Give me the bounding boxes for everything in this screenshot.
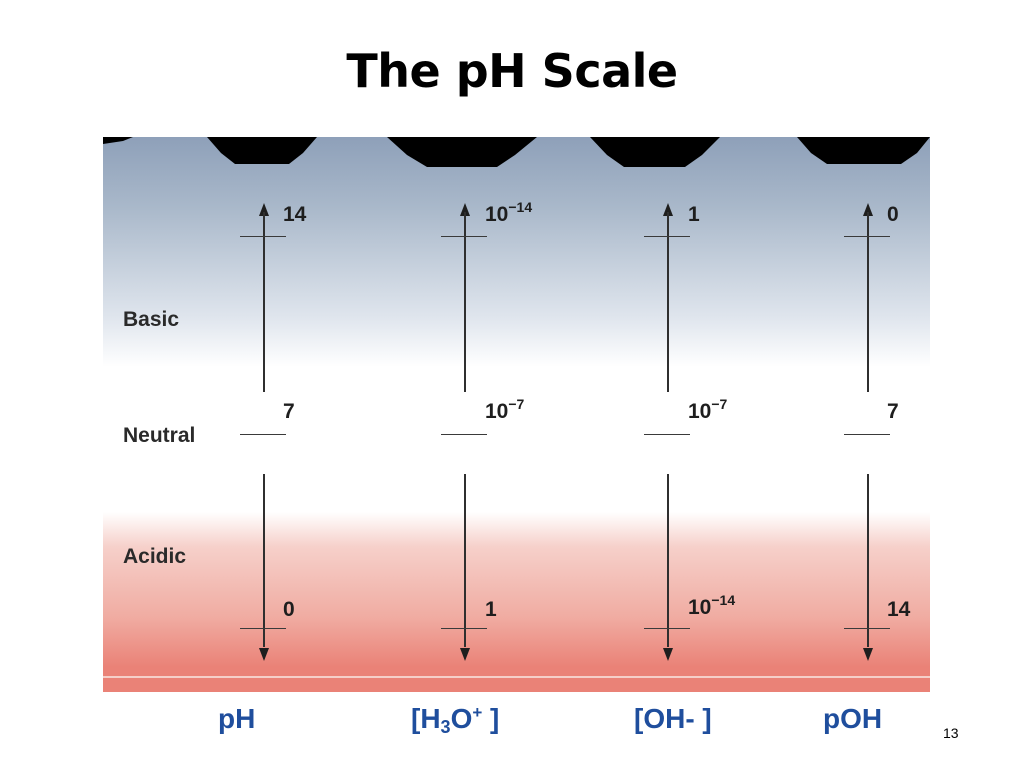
tick-label-top: 0 [887,203,899,226]
tick-bottom [240,628,286,629]
axis-title-h3o: [H3O+ ] [411,703,500,737]
tick-top [240,236,286,237]
cropped-image-fragment [207,137,317,164]
tick-mid [844,434,890,435]
tick-label-mid: 7 [887,400,899,423]
axis-lower-line [667,474,669,647]
region-label-basic: Basic [123,308,180,331]
arrow-down-icon [863,648,873,661]
tick-label-bottom: 14 [887,598,911,621]
tick-mid [644,434,690,435]
axis-lower-line [867,474,869,647]
axis-lower-line [464,474,466,647]
tick-top [844,236,890,237]
cropped-image-fragment [103,137,133,144]
arrow-up-icon [460,203,470,216]
axis-title-ph: pH [218,703,256,734]
tick-label-mid: 10−7 [485,396,525,423]
ph-scale-diagram: Basic Neutral Acidic 14 7 0 10−14 10−7 1… [103,137,930,692]
arrow-down-icon [663,648,673,661]
axis-lower-line [263,474,265,647]
tick-label-top: 1 [688,203,700,226]
cropped-image-fragment [797,137,930,164]
arrow-up-icon [663,203,673,216]
axis-upper-line [667,212,669,392]
tick-label-bottom: 10−14 [688,592,736,619]
arrow-up-icon [259,203,269,216]
cropped-image-fragment [387,137,537,167]
region-label-acidic: Acidic [123,545,187,568]
tick-top [441,236,487,237]
axis-title-poh: pOH [823,703,883,734]
tick-label-top: 14 [283,203,307,226]
axis-upper-line [263,212,265,392]
tick-label-mid: 10−7 [688,396,728,423]
tick-bottom [644,628,690,629]
region-label-neutral: Neutral [123,424,196,447]
cropped-image-fragment [590,137,720,167]
arrow-down-icon [259,648,269,661]
slide-title: The pH Scale [346,44,678,98]
tick-label-bottom: 1 [485,598,497,621]
panel-divider [103,676,930,678]
tick-label-top: 10−14 [485,199,533,226]
page-number: 13 [943,725,959,741]
tick-mid [240,434,286,435]
arrow-down-icon [460,648,470,661]
tick-top [644,236,690,237]
tick-bottom [441,628,487,629]
tick-bottom [844,628,890,629]
arrow-up-icon [863,203,873,216]
tick-label-bottom: 0 [283,598,295,621]
axis-upper-line [464,212,466,392]
axis-title-oh: [OH- ] [634,703,712,734]
tick-mid [441,434,487,435]
tick-label-mid: 7 [283,400,295,423]
axis-upper-line [867,212,869,392]
